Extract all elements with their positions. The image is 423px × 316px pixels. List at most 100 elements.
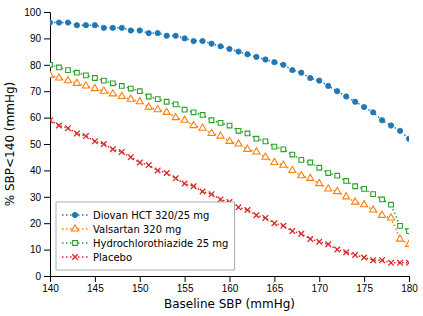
tick: 175 (356, 276, 373, 294)
marker (218, 44, 223, 49)
marker (262, 153, 269, 159)
marker (272, 60, 277, 65)
marker (82, 82, 89, 88)
marker (137, 89, 142, 94)
tick: 150 (132, 276, 149, 294)
marker (75, 70, 80, 75)
marker (326, 83, 331, 88)
tick-label: 180 (401, 283, 418, 294)
marker (227, 46, 232, 51)
marker (308, 160, 313, 165)
tick-label: 145 (87, 283, 104, 294)
tick-mark (44, 276, 50, 277)
marker (57, 65, 62, 70)
marker (406, 136, 409, 141)
marker (92, 23, 97, 28)
marker (298, 172, 305, 178)
marker (397, 260, 403, 266)
marker (173, 33, 178, 38)
tick-label: 165 (267, 283, 284, 294)
marker (200, 38, 205, 43)
marker (308, 75, 313, 80)
marker (317, 165, 322, 170)
marker (109, 90, 116, 96)
tick-mark (44, 91, 50, 92)
marker (235, 140, 242, 146)
marker (93, 76, 98, 81)
marker (299, 157, 304, 162)
tick: 160 (222, 276, 239, 294)
marker (56, 20, 61, 25)
marker (163, 108, 170, 114)
marker (361, 201, 368, 207)
marker (50, 62, 52, 67)
marker (254, 54, 259, 59)
marker (110, 25, 115, 30)
marker (335, 173, 340, 178)
marker (164, 33, 169, 38)
tick-label: 0 (35, 271, 41, 282)
marker (74, 131, 80, 137)
marker (128, 28, 133, 33)
marker (290, 228, 296, 234)
tick-mark (44, 118, 50, 119)
marker (371, 192, 376, 197)
marker (191, 38, 196, 43)
marker (217, 132, 224, 138)
marker (155, 97, 160, 102)
legend-label: Diovan HCT 320/25 mg (93, 210, 209, 221)
marker (370, 110, 375, 115)
marker (154, 106, 161, 112)
marker (263, 215, 269, 221)
tick-mark (319, 276, 320, 282)
marker (182, 36, 187, 41)
marker (326, 171, 331, 176)
marker (200, 113, 205, 118)
marker (307, 236, 313, 242)
tick-mark (44, 223, 50, 224)
marker (55, 74, 62, 80)
x-axis-line (51, 277, 410, 283)
tick: 10 (30, 244, 50, 255)
tick: 170 (311, 276, 328, 294)
marker (254, 136, 259, 141)
marker (254, 212, 260, 218)
tick-mark (44, 65, 50, 66)
marker (118, 92, 125, 98)
marker (343, 193, 350, 199)
tick-mark (185, 276, 186, 282)
tick: 50 (30, 139, 50, 150)
marker (65, 125, 71, 131)
marker (199, 124, 206, 130)
tick-mark (44, 12, 50, 13)
marker (64, 77, 71, 83)
marker (353, 184, 358, 189)
tick-mark (44, 170, 50, 171)
legend-box (56, 202, 234, 270)
marker (146, 30, 151, 35)
tick-label: 155 (177, 283, 194, 294)
marker (66, 68, 71, 73)
marker (73, 79, 80, 85)
marker (396, 235, 403, 241)
tick-label: 175 (356, 283, 373, 294)
x-axis: 140 145 150 155 160 165 170 175 180 (42, 276, 418, 294)
tick-label: 90 (30, 33, 42, 44)
marker (172, 113, 179, 119)
marker (407, 229, 409, 234)
marker (218, 121, 223, 126)
marker (316, 179, 323, 185)
marker (84, 73, 89, 78)
tick: 140 (42, 276, 59, 294)
legend-label: Valsartan 320 mg (93, 224, 181, 235)
marker (353, 99, 358, 104)
marker (281, 147, 286, 152)
marker (208, 129, 215, 135)
marker (299, 70, 304, 75)
tick: 165 (267, 276, 284, 294)
marker (388, 260, 394, 266)
marker (236, 49, 241, 54)
marker (370, 206, 377, 212)
marker (146, 94, 151, 99)
marker (92, 139, 98, 145)
